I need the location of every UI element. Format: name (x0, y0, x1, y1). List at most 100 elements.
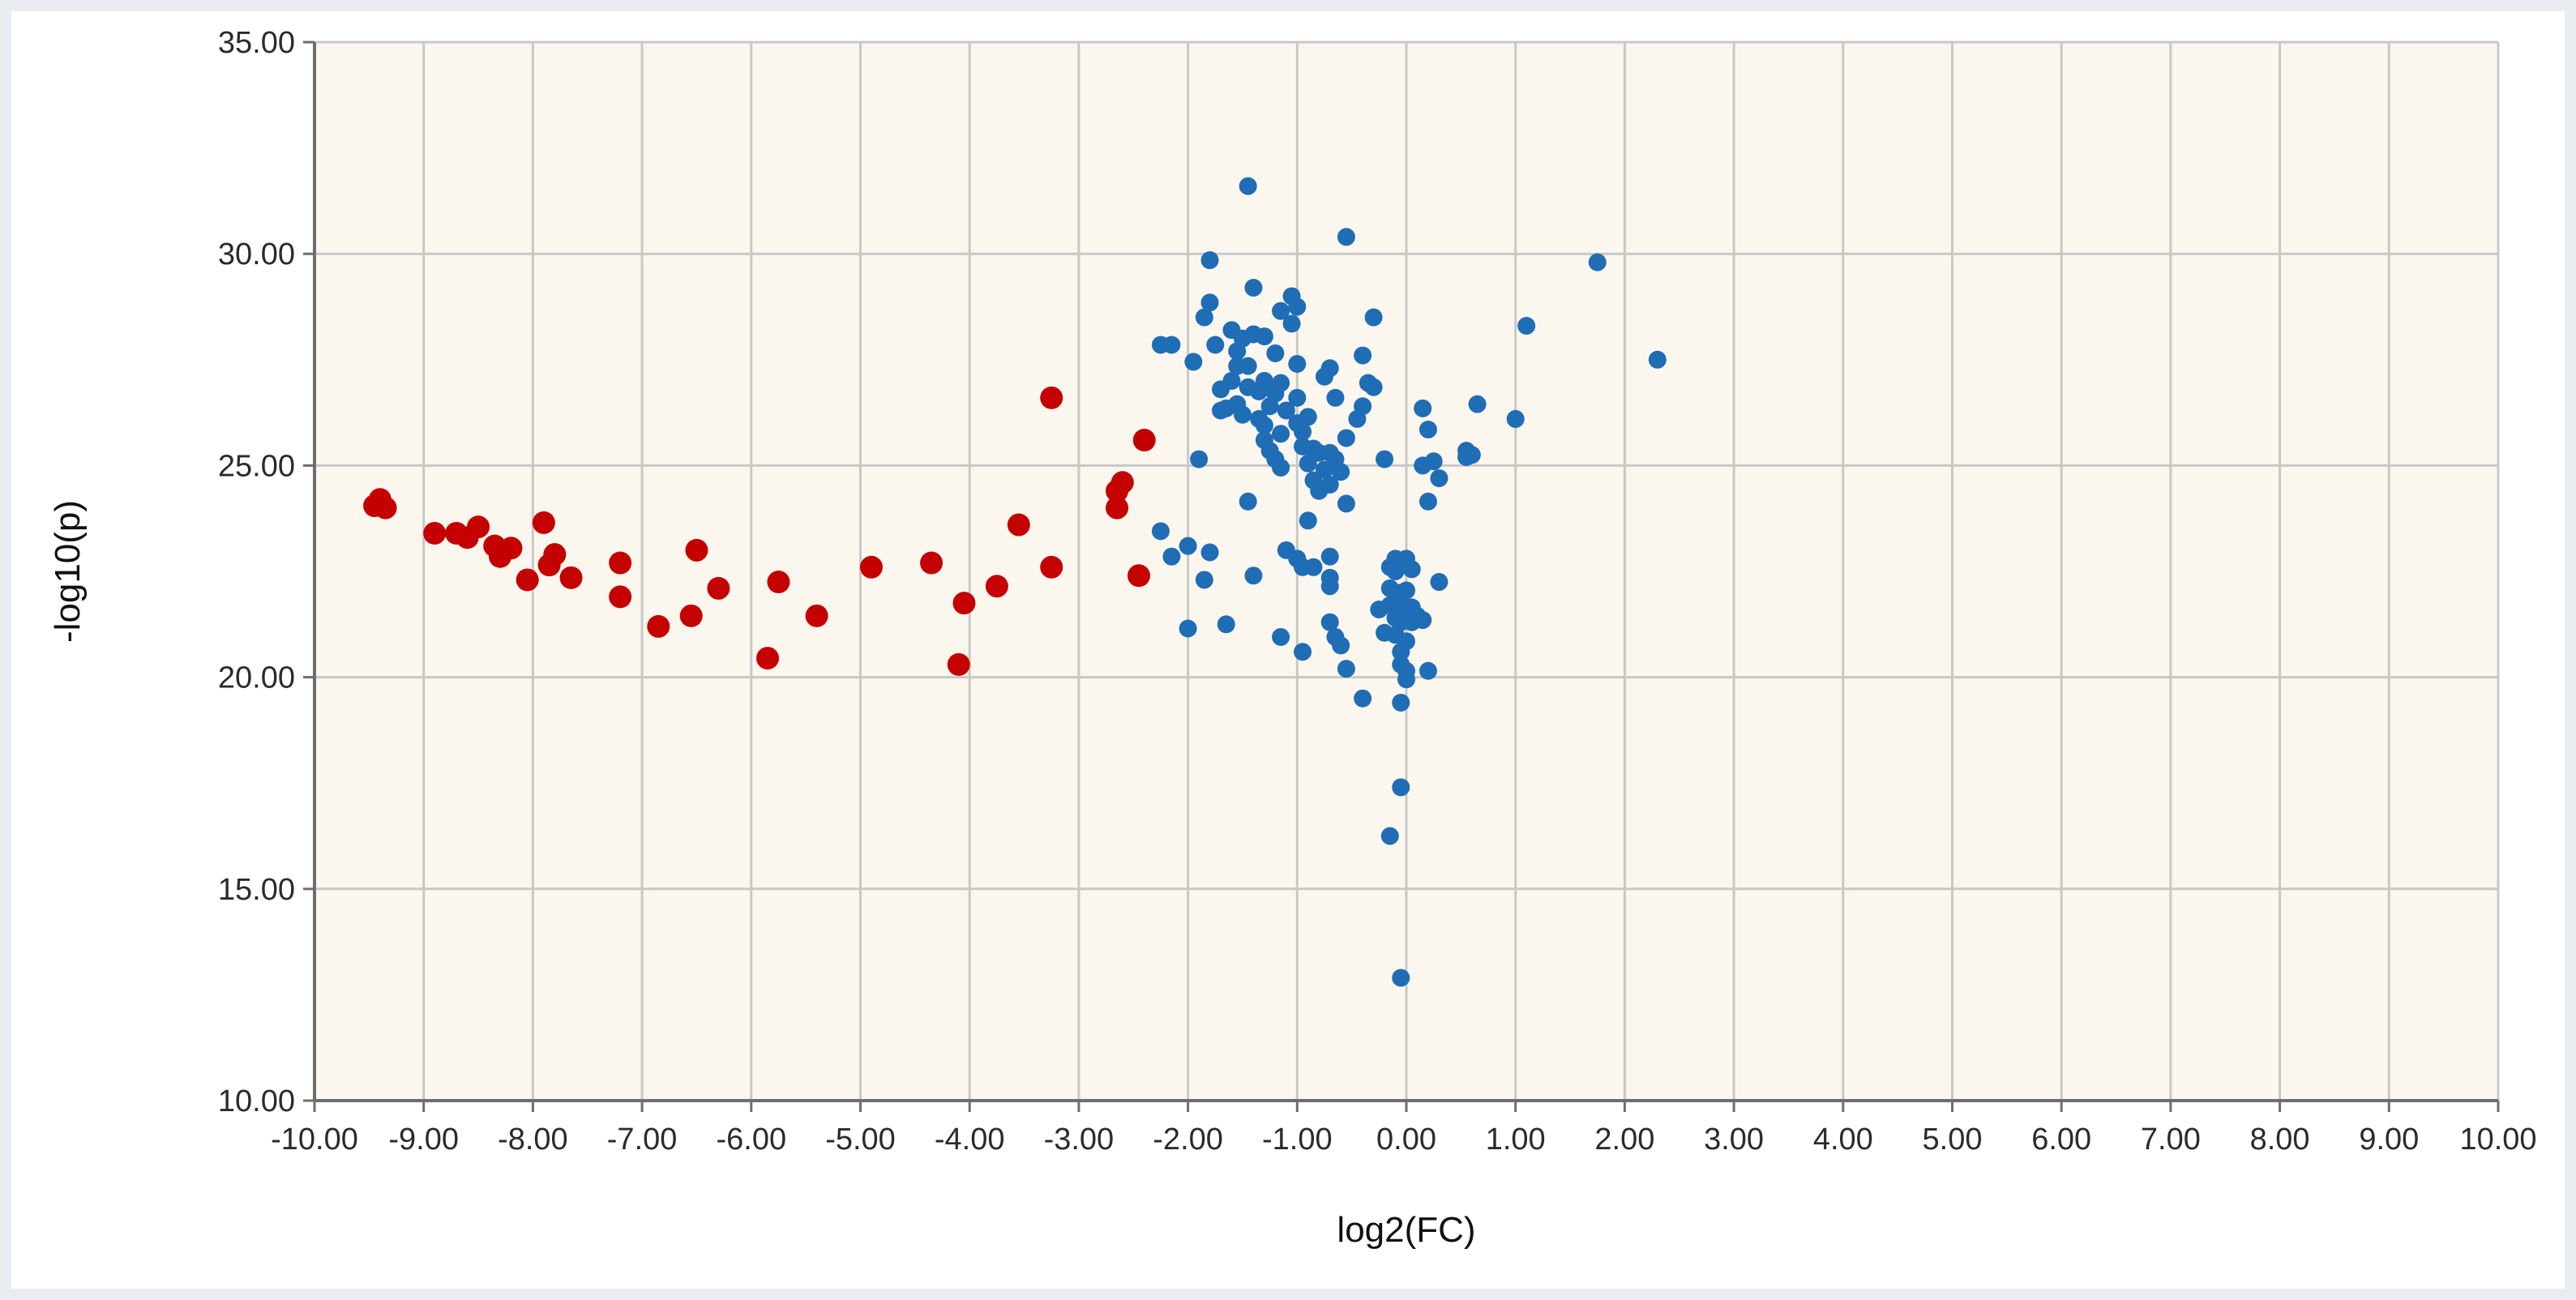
data-point-blue (1288, 388, 1307, 407)
y-tick-label: 15.00 (218, 873, 295, 907)
data-point-blue (1517, 317, 1536, 336)
data-point-blue (1244, 278, 1263, 297)
data-point-blue (1190, 450, 1209, 468)
x-tick-label: 1.00 (1486, 1123, 1546, 1157)
data-point-red (1127, 564, 1150, 588)
data-point-blue (1294, 422, 1312, 441)
x-tick-label: -7.00 (607, 1123, 678, 1157)
data-point-red (756, 647, 780, 670)
x-tick-label: -1.00 (1262, 1123, 1333, 1157)
data-point-red (532, 511, 555, 534)
x-tick-label: 2.00 (1594, 1123, 1654, 1157)
data-point-blue (1228, 342, 1247, 361)
data-point-blue (1419, 420, 1437, 438)
data-point-blue (1239, 357, 1257, 375)
y-tick-label: 30.00 (218, 237, 295, 272)
data-point-blue (1239, 177, 1257, 195)
y-axis-title: -log10(p) (48, 500, 88, 643)
data-point-blue (1200, 543, 1219, 562)
data-point-blue (1277, 401, 1295, 420)
data-point-blue (1648, 350, 1667, 369)
data-point-blue (1419, 661, 1437, 680)
x-tick-label: -5.00 (825, 1123, 896, 1157)
x-tick-label: 10.00 (2459, 1123, 2536, 1157)
data-point-blue (1332, 463, 1350, 481)
data-point-red (609, 551, 632, 575)
data-point-blue (1162, 547, 1181, 566)
data-point-red (920, 551, 944, 575)
data-point-red (559, 566, 583, 589)
y-tick-label: 20.00 (218, 661, 295, 695)
data-point-blue (1337, 228, 1355, 246)
x-tick-label: 7.00 (2141, 1123, 2201, 1157)
data-point-blue (1392, 778, 1410, 797)
data-point-blue (1326, 388, 1345, 407)
data-point-blue (1272, 301, 1290, 320)
data-point-blue (1468, 395, 1487, 413)
data-point-blue (1162, 336, 1181, 354)
data-point-red (609, 585, 632, 609)
data-point-blue (1320, 547, 1339, 566)
data-point-red (952, 592, 976, 615)
data-point-blue (1414, 399, 1432, 417)
data-point-blue (1397, 670, 1415, 689)
data-point-blue (1195, 571, 1213, 589)
data-point-blue (1354, 689, 1372, 708)
data-point-blue (1184, 353, 1203, 371)
x-tick-label: 9.00 (2359, 1123, 2419, 1157)
data-point-blue (1402, 613, 1421, 631)
x-tick-label: 6.00 (2031, 1123, 2091, 1157)
data-point-blue (1354, 346, 1372, 365)
data-point-red (679, 604, 703, 627)
data-point-blue (1179, 619, 1197, 638)
data-point-blue (1195, 308, 1213, 327)
data-point-blue (1255, 416, 1273, 434)
data-point-blue (1250, 382, 1269, 400)
data-point-blue (1206, 336, 1225, 354)
x-axis-title: log2(FC) (1337, 1210, 1475, 1250)
data-point-blue (1233, 405, 1252, 424)
data-point-red (767, 571, 790, 594)
data-point-red (707, 576, 730, 600)
x-tick-label: -8.00 (498, 1123, 568, 1157)
data-point-red (516, 568, 539, 592)
data-point-blue (1386, 562, 1405, 580)
data-point-blue (1332, 636, 1350, 655)
data-point-blue (1588, 253, 1607, 272)
data-point-blue (1272, 425, 1290, 443)
data-point-blue (1272, 459, 1290, 477)
data-point-blue (1244, 567, 1263, 585)
data-point-blue (1255, 327, 1273, 346)
data-point-blue (1392, 643, 1410, 661)
y-tick-label: 25.00 (218, 449, 295, 483)
data-point-red (947, 652, 970, 676)
data-point-blue (1376, 450, 1394, 468)
data-point-blue (1200, 293, 1219, 312)
data-point-red (805, 604, 828, 627)
data-point-blue (1310, 481, 1329, 500)
data-point-blue (1337, 660, 1355, 678)
x-tick-label: 5.00 (1923, 1123, 1983, 1157)
data-point-blue (1212, 380, 1230, 399)
data-point-blue (1364, 308, 1383, 327)
data-point-blue (1266, 344, 1285, 362)
data-point-red (685, 538, 708, 562)
data-point-blue (1337, 494, 1355, 513)
data-point-red (1007, 513, 1030, 537)
data-points (363, 177, 1667, 987)
data-point-blue (1282, 314, 1301, 333)
data-point-red (985, 575, 1008, 598)
data-point-red (647, 614, 670, 638)
data-point-blue (1299, 454, 1317, 473)
data-point-blue (1299, 511, 1317, 530)
data-point-blue (1506, 409, 1525, 428)
x-tick-label: 0.00 (1376, 1123, 1436, 1157)
data-point-blue (1151, 522, 1170, 541)
data-point-blue (1320, 613, 1339, 631)
data-point-blue (1294, 643, 1312, 661)
data-point-red (1040, 386, 1063, 409)
x-tick-label: -4.00 (935, 1123, 1005, 1157)
data-point-blue (1272, 627, 1290, 646)
